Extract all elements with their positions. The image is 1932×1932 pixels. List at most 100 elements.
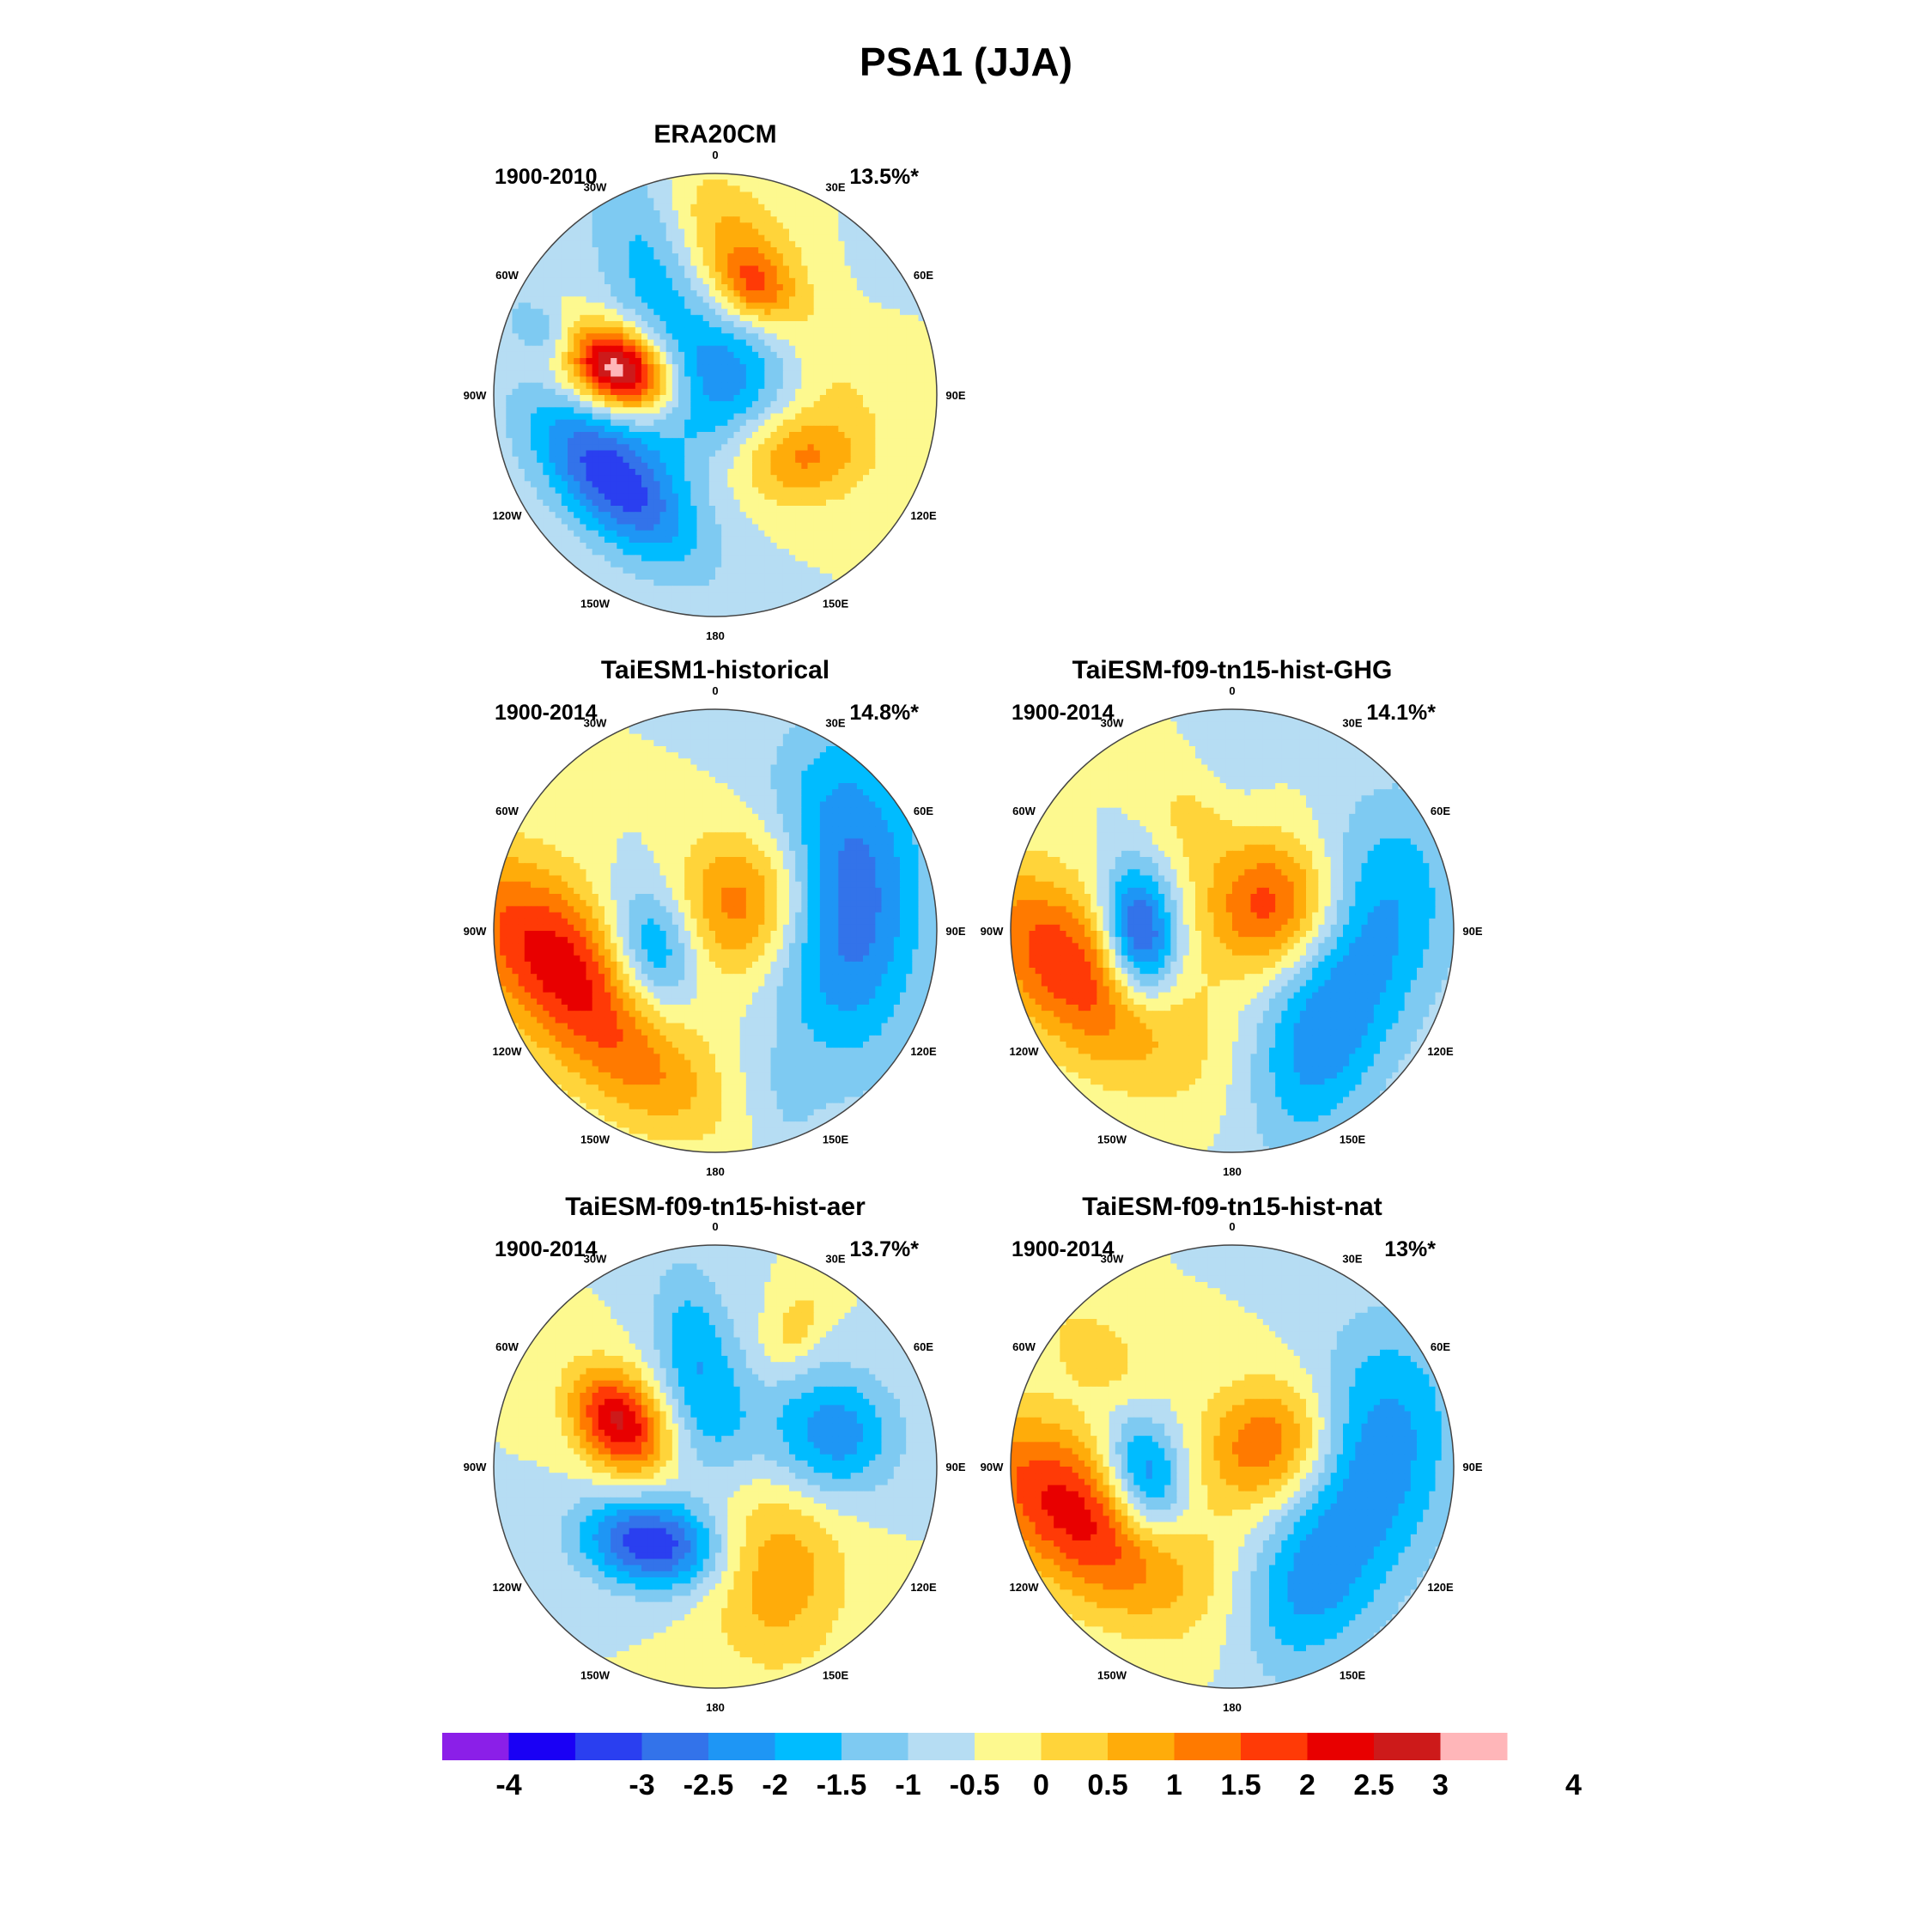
longitude-label: 150W [580, 1133, 611, 1146]
anomaly-field [1011, 709, 1454, 1152]
longitude-label: 90W [464, 389, 487, 402]
colorbar-tick-label: 1 [1166, 1769, 1182, 1801]
colorbar-tick-label: -0.5 [950, 1769, 1000, 1801]
colorbar-swatch [1174, 1733, 1242, 1760]
panel-ghg: TaiESM-f09-tn15-hist-GHG 1900-2014 14.1%… [981, 656, 1483, 1178]
longitude-label: 150E [823, 1669, 849, 1682]
colorbar-tick-label: -1 [895, 1769, 920, 1801]
longitude-label: 120W [493, 509, 523, 522]
colorbar-swatch [1440, 1733, 1508, 1760]
longitude-label: 0 [712, 684, 718, 697]
longitude-label: 0 [712, 149, 718, 161]
colorbar-tick-label: 4 [1565, 1769, 1582, 1801]
colorbar-swatch [641, 1733, 709, 1760]
polar-map-ghg: 0 30E 60E 90E 120E 150E 180 150W 120W 90W 60W 30W [981, 684, 1483, 1178]
figure-title: PSA1 (JJA) [860, 39, 1072, 84]
panel-period: 1900-2014 [495, 701, 598, 725]
longitude-label: 30E [825, 181, 845, 194]
map-border [493, 708, 938, 1153]
panel-variance: 13%* [1384, 1237, 1436, 1261]
colorbar-tick-label: 0 [1033, 1769, 1049, 1801]
longitude-label: 150E [823, 598, 849, 611]
colorbar-tick-label: 1.5 [1220, 1769, 1261, 1801]
panel-title: TaiESM-f09-tn15-hist-GHG [1072, 656, 1393, 684]
panel-title: TaiESM1-historical [601, 656, 829, 684]
anomaly-field [494, 709, 937, 1152]
colorbar-swatch [775, 1733, 842, 1760]
colorbar-swatch [575, 1733, 642, 1760]
longitude-label: 90E [945, 925, 965, 938]
map-border [493, 1244, 938, 1689]
longitude-label: 30W [1101, 717, 1124, 730]
longitude-label: 180 [706, 1165, 725, 1178]
colorbar-tick-label: 2 [1299, 1769, 1315, 1801]
colorbar-swatch [1041, 1733, 1109, 1760]
longitude-label: 90E [945, 1461, 965, 1473]
panel-variance: 14.8%* [849, 701, 919, 725]
longitude-label: 150W [580, 598, 611, 611]
longitude-label: 60E [914, 805, 933, 817]
longitude-label: 0 [1229, 1220, 1235, 1233]
panel-variance: 13.5%* [849, 165, 919, 189]
panel-title: ERA20CM [653, 120, 776, 149]
colorbar-swatch [975, 1733, 1042, 1760]
longitude-label: 60W [495, 269, 519, 282]
longitude-label: 180 [706, 1701, 725, 1714]
longitude-label: 60E [914, 269, 933, 282]
polar-map-nat: 0 30E 60E 90E 120E 150E 180 150W 120W 90W 60W 30W [981, 1220, 1483, 1714]
longitude-label: 120E [910, 1581, 937, 1594]
longitude-label: 90W [464, 925, 487, 938]
polar-map-era20cm: 0 30E 60E 90E 120E 150E 180 150W 120W 90W 60W 30W [464, 149, 966, 642]
anomaly-field [494, 1245, 937, 1688]
colorbar-swatch [508, 1733, 576, 1760]
longitude-label: 30W [584, 1253, 607, 1266]
map-border [1010, 708, 1455, 1153]
longitude-label: 90W [464, 1461, 487, 1473]
colorbar-swatch [1241, 1733, 1308, 1760]
longitude-label: 150W [580, 1669, 611, 1682]
colorbar-swatch [908, 1733, 975, 1760]
longitude-label: 60E [1431, 805, 1450, 817]
colorbar-tick-label: -4 [495, 1769, 521, 1801]
longitude-label: 0 [1229, 684, 1235, 697]
longitude-label: 60W [1012, 1340, 1036, 1353]
colorbar-tick-label: -2.5 [683, 1769, 734, 1801]
colorbar-swatch [1374, 1733, 1441, 1760]
panel-variance: 14.1%* [1366, 701, 1436, 725]
longitude-label: 0 [712, 1220, 718, 1233]
longitude-label: 180 [1223, 1165, 1242, 1178]
longitude-label: 30E [1342, 1253, 1362, 1266]
longitude-label: 60W [495, 805, 519, 817]
longitude-label: 120E [910, 1045, 937, 1058]
longitude-label: 90E [945, 389, 965, 402]
longitude-label: 30E [825, 1253, 845, 1266]
panel-period: 1900-2014 [1012, 1237, 1115, 1261]
colorbar-swatch [708, 1733, 775, 1760]
longitude-label: 150E [823, 1133, 849, 1146]
longitude-label: 30E [1342, 717, 1362, 730]
colorbar-tick-label: -2 [762, 1769, 787, 1801]
longitude-label: 150E [1340, 1669, 1366, 1682]
longitude-label: 120W [493, 1045, 523, 1058]
longitude-label: 30W [1101, 1253, 1124, 1266]
longitude-label: 90W [981, 1461, 1004, 1473]
longitude-label: 120E [1427, 1581, 1454, 1594]
colorbar-tick-label: 3 [1432, 1769, 1449, 1801]
panel-hist: TaiESM1-historical 1900-2014 14.8%* 0 30E… [464, 656, 966, 1178]
polar-map-aer: 0 30E 60E 90E 120E 150E 180 150W 120W 90W 60W 30W [464, 1220, 966, 1714]
longitude-label: 120W [1010, 1581, 1040, 1594]
colorbar-tick-label: 2.5 [1353, 1769, 1394, 1801]
colorbar-swatch [841, 1733, 908, 1760]
panel-aer: TaiESM-f09-tn15-hist-aer 1900-2014 13.7%… [464, 1193, 966, 1714]
panel-variance: 13.7%* [849, 1237, 919, 1261]
polar-map-hist: 0 30E 60E 90E 120E 150E 180 150W 120W 90W 60W 30W [464, 684, 966, 1178]
panel-period: 1900-2010 [495, 165, 598, 189]
longitude-label: 60W [1012, 805, 1036, 817]
longitude-label: 90E [1462, 925, 1482, 938]
longitude-label: 30W [584, 717, 607, 730]
longitude-label: 30E [825, 717, 845, 730]
colorbar-tick-label: -1.5 [817, 1769, 867, 1801]
longitude-label: 120E [910, 509, 937, 522]
longitude-label: 90E [1462, 1461, 1482, 1473]
